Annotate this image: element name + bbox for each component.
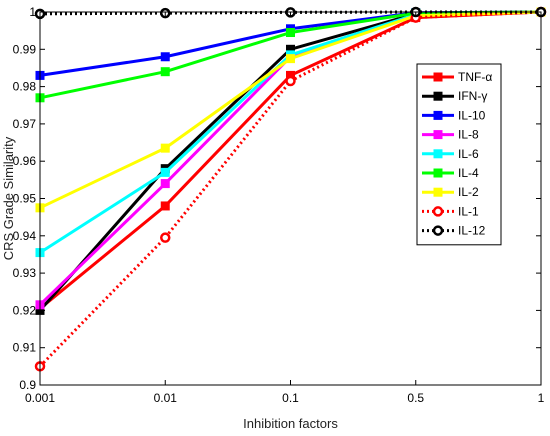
legend-swatch-marker [433,110,443,120]
y-axis: 0.9 0.91 0.92 0.93 0.94 0.95 0.96 0.97 0.98 0.99 1 [13,5,541,392]
data-point [286,54,295,64]
legend-label: IFN-γ [458,89,487,103]
y-tick-label: 1 [29,5,36,19]
legend-swatch-marker [433,168,443,178]
legend-label: IL-6 [458,147,479,161]
data-point [160,167,170,177]
data-point [160,143,170,153]
legend-label: IL-10 [458,108,486,122]
x-axis-title: Inhibition factors [243,416,338,431]
data-point [286,28,295,38]
x-axis: 0.001 0.01 0.1 0.5 1 [25,12,545,405]
legend-item-il-12: IL-12 [422,224,486,238]
data-point [160,179,170,189]
x-tick-label: 0.001 [25,391,55,405]
x-tick-label: 0.1 [282,391,299,405]
legend-swatch-marker [432,225,444,236]
legend-swatch-marker [432,206,444,217]
data-point [285,75,296,87]
legend-label: IL-8 [458,128,479,142]
legend-item-il-1: IL-1 [422,204,479,218]
x-tick-label: 0.01 [154,391,178,405]
y-tick-label: 0.99 [13,42,37,56]
y-axis-title: CRS Grade Similarity [1,136,16,260]
legend-label: IL-1 [458,204,479,218]
y-tick-label: 0.9 [19,378,36,392]
legend-swatch-marker [433,149,443,159]
legend-label: TNF-α [458,70,492,84]
legend-swatch-marker [433,130,443,140]
y-tick-label: 0.96 [13,154,37,168]
data-point [160,52,170,62]
legend-item-ifn: IFN-γ [422,89,487,103]
legend-item-il-8: IL-8 [422,128,479,142]
legend: TNF-α IFN-γ IL-10 IL-8 IL-6 IL-4 IL-2 IL-1 IL-12 [416,63,502,246]
legend-swatch-marker [433,187,443,197]
y-tick-label: 0.93 [13,266,37,280]
y-tick-label: 0.94 [13,229,37,243]
y-tick-label: 0.92 [13,303,37,317]
legend-item-tnf: TNF-α [422,70,492,84]
y-tick-label: 0.98 [13,80,37,94]
x-tick-label: 0.5 [407,391,424,405]
y-tick-label: 0.91 [13,341,37,355]
legend-label: IL-12 [458,224,486,238]
axes-layer: 0.9 0.91 0.92 0.93 0.94 0.95 0.96 0.97 0.98 0.99 1… [13,5,545,405]
legend-label: IL-2 [458,185,479,199]
legend-item-il-4: IL-4 [422,166,479,180]
data-point [160,201,170,211]
legend-item-il-10: IL-10 [422,108,486,122]
y-tick-label: 0.97 [13,117,37,131]
y-tick-label: 0.95 [13,192,37,206]
legend-item-il-2: IL-2 [422,185,479,199]
x-tick-label: 1 [538,391,545,405]
legend-label: IL-4 [458,166,479,180]
legend-swatch-marker [433,91,443,101]
data-point [160,67,170,77]
data-point [160,232,171,243]
legend-item-il-6: IL-6 [422,147,479,161]
legend-swatch-marker [433,72,443,82]
